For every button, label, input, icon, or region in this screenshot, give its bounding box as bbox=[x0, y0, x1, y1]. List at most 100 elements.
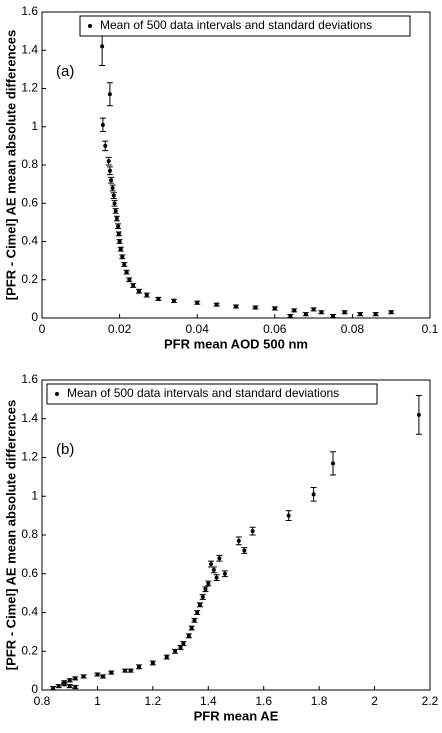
point bbox=[111, 193, 116, 198]
point bbox=[100, 122, 105, 127]
point bbox=[331, 461, 335, 466]
point bbox=[113, 208, 118, 213]
y-tick-label: 0.4 bbox=[21, 234, 38, 248]
point bbox=[222, 571, 227, 576]
point bbox=[253, 305, 258, 310]
y-axis-label: [PFR - Cimel] AE mean absolute differenc… bbox=[3, 30, 18, 300]
y-tick-label: 0.6 bbox=[21, 195, 38, 209]
point bbox=[127, 277, 132, 282]
point bbox=[373, 312, 378, 317]
x-tick-label: 0.8 bbox=[34, 694, 51, 708]
point bbox=[100, 44, 105, 49]
point bbox=[171, 298, 176, 303]
legend-box bbox=[46, 383, 378, 405]
y-tick-label: 1.2 bbox=[21, 81, 38, 95]
x-tick-label: 0 bbox=[39, 322, 46, 336]
x-tick-label: 2.2 bbox=[422, 694, 439, 708]
point bbox=[51, 686, 56, 691]
point bbox=[211, 567, 216, 572]
legend-label: Mean of 500 data intervals and standard … bbox=[100, 18, 372, 32]
point bbox=[156, 296, 161, 301]
y-tick-label: 0 bbox=[31, 310, 38, 324]
point bbox=[389, 310, 394, 315]
point bbox=[109, 178, 114, 183]
x-axis-label: PFR mean AE bbox=[194, 708, 279, 723]
y-tick-label: 1 bbox=[31, 488, 38, 502]
point bbox=[236, 538, 241, 543]
point bbox=[116, 224, 121, 229]
point bbox=[181, 641, 186, 646]
point bbox=[203, 587, 208, 592]
point bbox=[195, 610, 200, 615]
y-tick-label: 0.6 bbox=[21, 566, 38, 580]
point bbox=[311, 307, 316, 312]
point bbox=[110, 185, 115, 190]
point bbox=[331, 314, 335, 319]
point bbox=[67, 678, 72, 683]
point bbox=[416, 412, 421, 417]
point bbox=[114, 216, 119, 221]
panel-label: (a) bbox=[56, 63, 74, 80]
point bbox=[173, 649, 178, 654]
point bbox=[116, 231, 121, 236]
point bbox=[292, 308, 297, 313]
point bbox=[178, 645, 183, 650]
plot-frame bbox=[41, 379, 431, 691]
y-tick-label: 1.6 bbox=[21, 372, 38, 386]
point bbox=[67, 684, 72, 689]
point bbox=[117, 239, 122, 244]
point bbox=[206, 581, 211, 586]
point bbox=[100, 674, 105, 679]
point bbox=[189, 626, 194, 630]
point bbox=[214, 302, 219, 307]
y-tick-label: 0.8 bbox=[21, 157, 38, 171]
point bbox=[137, 664, 141, 669]
y-tick-label: 0.4 bbox=[21, 605, 38, 619]
point bbox=[123, 668, 128, 673]
point bbox=[95, 672, 100, 677]
y-tick-label: 1.6 bbox=[21, 4, 38, 18]
y-tick-label: 1.2 bbox=[21, 450, 38, 464]
y-tick-label: 0.2 bbox=[21, 643, 38, 657]
point bbox=[107, 168, 112, 173]
point bbox=[73, 685, 78, 690]
point bbox=[118, 247, 123, 252]
point bbox=[62, 682, 67, 687]
point bbox=[250, 529, 255, 534]
point bbox=[217, 556, 222, 561]
point bbox=[120, 254, 125, 259]
legend-marker bbox=[88, 24, 92, 28]
legend-label: Mean of 500 data intervals and standard … bbox=[67, 386, 339, 400]
x-tick-label: 0.02 bbox=[108, 322, 132, 336]
x-tick-label: 1.4 bbox=[200, 694, 217, 708]
point bbox=[197, 602, 202, 607]
x-tick-label: 1.8 bbox=[311, 694, 328, 708]
point bbox=[358, 312, 363, 317]
legend-marker bbox=[55, 392, 59, 396]
y-tick-label: 0.2 bbox=[21, 272, 38, 286]
legend-box bbox=[79, 15, 411, 37]
x-tick-label: 0.08 bbox=[341, 322, 365, 336]
x-tick-label: 2 bbox=[371, 694, 378, 708]
point bbox=[150, 660, 155, 665]
point bbox=[342, 310, 347, 315]
point bbox=[109, 670, 114, 675]
point bbox=[73, 676, 78, 681]
point bbox=[214, 575, 219, 580]
point bbox=[106, 159, 111, 164]
y-tick-label: 1 bbox=[31, 119, 38, 133]
point bbox=[107, 92, 112, 97]
x-tick-label: 1.2 bbox=[145, 694, 162, 708]
point bbox=[137, 289, 141, 294]
y-tick-label: 1.4 bbox=[21, 411, 38, 425]
point bbox=[128, 668, 133, 673]
y-tick-label: 1.4 bbox=[21, 42, 38, 56]
point bbox=[192, 618, 197, 623]
point bbox=[131, 283, 136, 288]
x-tick-label: 1.6 bbox=[255, 694, 272, 708]
y-tick-label: 0 bbox=[31, 682, 38, 696]
point bbox=[186, 633, 191, 638]
point bbox=[200, 595, 205, 599]
point bbox=[144, 293, 149, 298]
